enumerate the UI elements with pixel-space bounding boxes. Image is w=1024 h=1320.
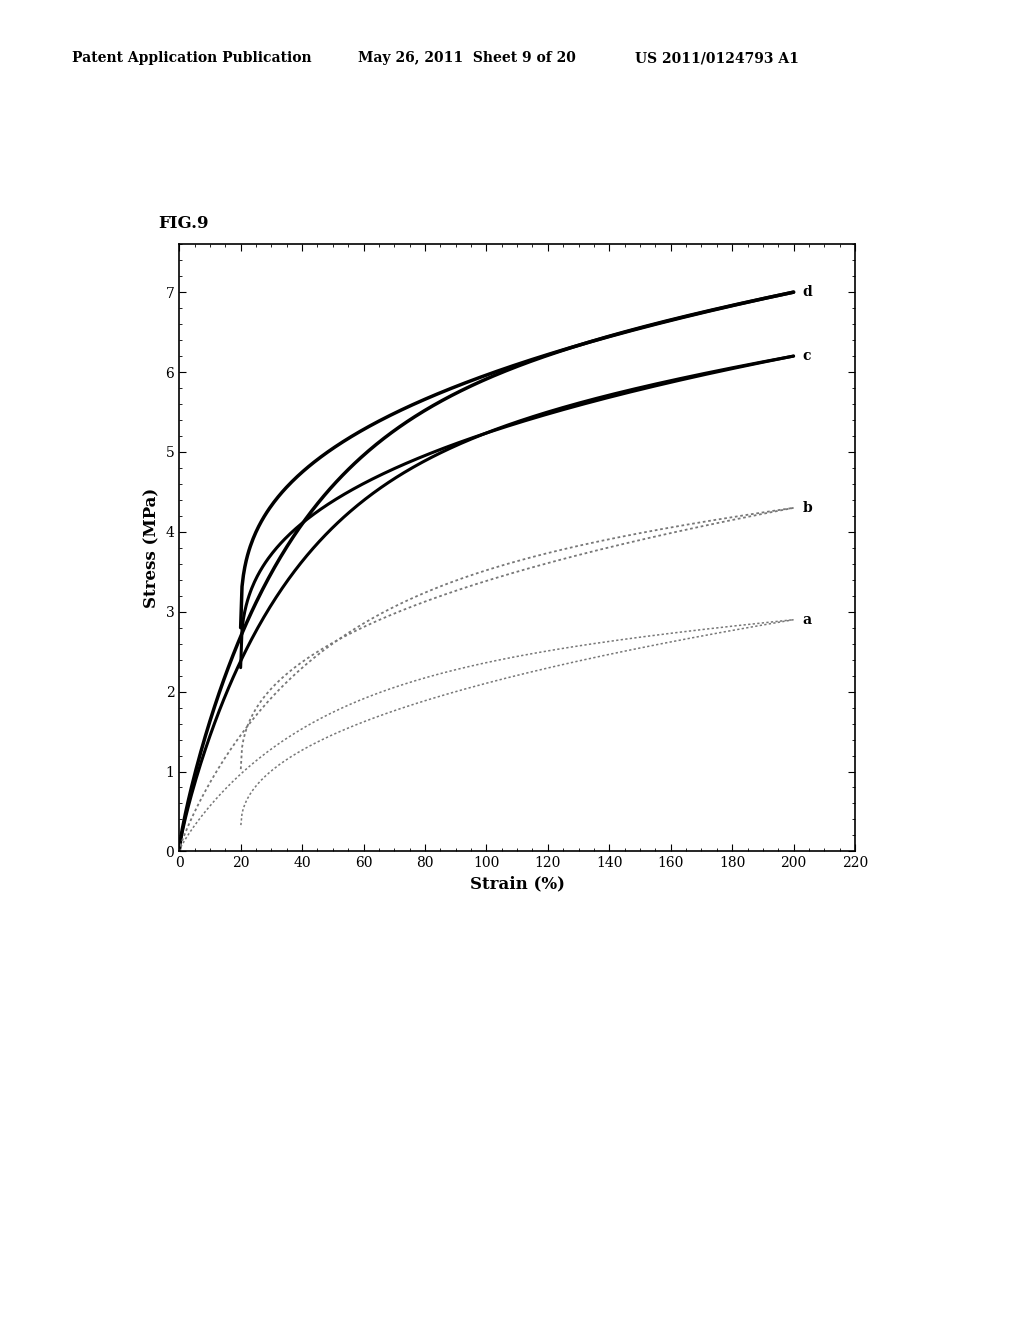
Text: a: a <box>803 612 812 627</box>
X-axis label: Strain (%): Strain (%) <box>470 875 564 892</box>
Text: FIG.9: FIG.9 <box>159 215 209 232</box>
Text: Patent Application Publication: Patent Application Publication <box>72 51 311 65</box>
Text: c: c <box>803 348 811 363</box>
Y-axis label: Stress (MPa): Stress (MPa) <box>143 487 160 609</box>
Text: d: d <box>803 285 813 300</box>
Text: US 2011/0124793 A1: US 2011/0124793 A1 <box>635 51 799 65</box>
Text: May 26, 2011  Sheet 9 of 20: May 26, 2011 Sheet 9 of 20 <box>358 51 577 65</box>
Text: b: b <box>803 500 813 515</box>
